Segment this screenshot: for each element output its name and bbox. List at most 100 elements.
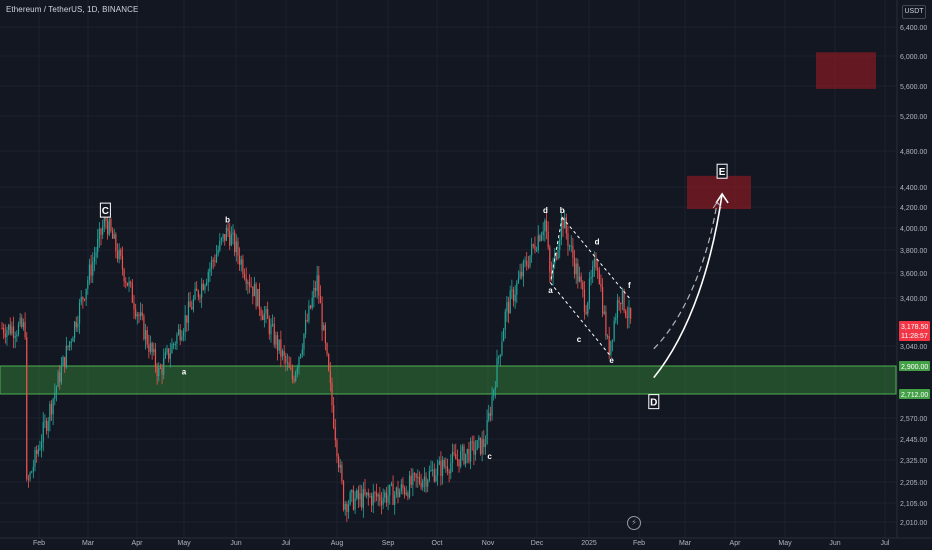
candle-body	[413, 473, 416, 475]
candle-body	[1, 328, 3, 330]
candle-body	[49, 403, 51, 422]
candle-body	[471, 441, 473, 443]
candle-body	[21, 317, 23, 328]
candle-body	[590, 276, 592, 280]
candle-body	[224, 234, 226, 241]
candle-body	[281, 350, 284, 357]
candle-body	[336, 440, 338, 457]
candle-body	[280, 339, 282, 357]
candle-body	[314, 288, 317, 291]
candle-body	[587, 302, 589, 314]
candle-body	[602, 287, 604, 314]
candle-body	[59, 372, 61, 383]
candle-body	[352, 490, 355, 510]
candle-body	[512, 289, 515, 302]
candle-body	[494, 387, 496, 390]
candle-body	[415, 473, 417, 478]
candle-body	[163, 358, 165, 375]
candle-body	[445, 466, 447, 468]
price-tick-label: 5,600.00	[900, 84, 927, 91]
candle-body	[6, 329, 8, 338]
candle-body	[488, 413, 490, 420]
candle-body	[593, 259, 595, 267]
currency-button[interactable]: USDT	[902, 5, 926, 19]
candle-body	[194, 288, 196, 300]
candle-body	[260, 309, 262, 316]
candle-body	[557, 250, 559, 259]
candle-body	[181, 336, 183, 341]
candle-body	[168, 348, 170, 359]
candle-body	[305, 320, 307, 334]
candle-body	[31, 471, 33, 473]
candle-body	[97, 238, 99, 253]
candle-body	[321, 303, 323, 331]
candle-body	[143, 315, 145, 340]
candle-body	[252, 286, 254, 297]
candle-body	[626, 316, 628, 319]
candle-body	[333, 405, 335, 428]
candle-body	[235, 241, 237, 253]
wave-label-box	[648, 394, 660, 410]
candle-body	[29, 472, 31, 480]
lightning-icon[interactable]: ⚡	[627, 516, 641, 530]
candle-body	[501, 341, 503, 355]
candle-body	[324, 325, 326, 344]
candle-body	[446, 466, 449, 472]
price-tick-label: 3,800.00	[900, 248, 927, 255]
candle-body	[125, 281, 127, 283]
candle-body	[161, 367, 163, 375]
candle-body	[14, 336, 16, 338]
candle-body	[55, 386, 58, 393]
time-axis[interactable]: Feb Mar Apr May Jun Jul Aug Sep Oct Nov Dec 2025 Feb…	[0, 537, 932, 547]
candle-body	[253, 284, 256, 297]
candle-body	[39, 448, 41, 450]
candle-body	[597, 267, 599, 271]
candle-body	[11, 326, 13, 334]
candle-body	[286, 362, 289, 364]
candle-body	[12, 326, 15, 338]
candle-body	[237, 241, 239, 256]
candle-body	[575, 263, 577, 275]
candle-body	[182, 331, 185, 337]
candle-body	[78, 302, 81, 324]
wave-label-box	[716, 163, 728, 179]
candle-body	[179, 329, 181, 341]
candle-body	[227, 227, 229, 232]
candle-body	[474, 449, 477, 455]
candle-body	[390, 483, 392, 485]
candle-body	[377, 494, 379, 497]
grid-lines	[0, 0, 896, 538]
candle-body	[318, 275, 320, 296]
candle-body	[451, 452, 454, 463]
candle-body	[420, 482, 422, 488]
candle-body	[453, 452, 455, 455]
candle-body	[204, 285, 206, 290]
candle-body	[483, 439, 485, 447]
support-price-badge	[899, 389, 930, 399]
candle-body	[526, 260, 528, 266]
candle-body	[250, 286, 252, 288]
candle-body	[552, 263, 554, 278]
candle-body	[298, 357, 300, 368]
wave-label: C	[102, 206, 109, 217]
candle-body	[265, 309, 267, 314]
candle-body	[225, 227, 227, 241]
candle-body	[77, 323, 79, 328]
candle-body	[511, 289, 513, 291]
candle-body	[4, 333, 6, 338]
candle-body	[478, 437, 480, 441]
candle-body	[272, 323, 274, 325]
candle-body	[258, 288, 260, 310]
candle-body	[582, 282, 584, 290]
candle-body	[169, 353, 171, 359]
candle-body	[301, 349, 303, 355]
time-tick-label: Mar	[82, 540, 95, 547]
candle-body	[461, 446, 463, 452]
candle-body	[402, 484, 404, 489]
candle-body	[536, 250, 538, 252]
price-axis[interactable]: 6,400.00 6,000.00 5,600.00 5,200.00 4,800.00…	[896, 0, 930, 538]
candle-body	[498, 357, 500, 359]
candle-body	[222, 234, 224, 239]
candle-body	[346, 503, 348, 512]
